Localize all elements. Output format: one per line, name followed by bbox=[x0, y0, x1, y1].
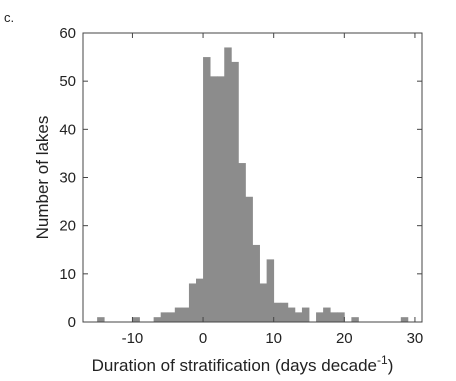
y-tick-label: 50 bbox=[59, 73, 76, 90]
y-tick-label: 0 bbox=[68, 314, 76, 331]
histogram-bar bbox=[245, 196, 253, 322]
histogram-bar bbox=[252, 244, 260, 322]
histogram-bar bbox=[301, 307, 310, 322]
histogram-bar bbox=[196, 278, 204, 322]
y-tick-label: 20 bbox=[59, 218, 76, 235]
histogram-bar bbox=[217, 76, 225, 322]
histogram-bar bbox=[330, 312, 338, 322]
x-tick-label: 30 bbox=[407, 330, 424, 347]
histogram-bar bbox=[259, 283, 268, 322]
y-tick-label: 60 bbox=[59, 25, 76, 42]
histogram-bar bbox=[153, 317, 162, 322]
histogram-bar bbox=[238, 163, 246, 322]
histogram-bar bbox=[203, 57, 211, 322]
histogram-bar bbox=[273, 302, 282, 322]
histogram-bar bbox=[132, 317, 140, 322]
histogram-bar bbox=[323, 307, 331, 322]
x-axis-label-text: Duration of stratification (days decade bbox=[92, 356, 377, 375]
histogram-bar bbox=[266, 259, 275, 322]
x-tick-label: 0 bbox=[199, 330, 207, 347]
histogram-bar bbox=[167, 312, 176, 322]
x-axis-label-superscript: -1 bbox=[377, 353, 388, 367]
panel-label: c. bbox=[4, 10, 14, 25]
y-tick-label: 30 bbox=[59, 170, 76, 187]
histogram-bar bbox=[210, 76, 218, 322]
y-tick-label: 40 bbox=[59, 121, 76, 138]
histogram-bar bbox=[224, 47, 232, 322]
axes-frame bbox=[82, 32, 423, 323]
y-axis-label: Number of lakes bbox=[33, 116, 52, 240]
histogram-bar bbox=[337, 312, 345, 322]
histogram-bar bbox=[287, 307, 296, 322]
histogram-bar bbox=[181, 307, 190, 322]
histogram-bar bbox=[231, 61, 239, 323]
histogram-bar bbox=[280, 302, 289, 322]
histogram-bar bbox=[294, 312, 303, 322]
histogram-bar bbox=[97, 317, 105, 322]
x-tick-label: 20 bbox=[336, 330, 353, 347]
histogram-bar bbox=[174, 307, 183, 322]
histogram-bar bbox=[400, 317, 409, 322]
x-axis-label: Duration of stratification (days decade-… bbox=[92, 353, 394, 375]
histogram-bar bbox=[188, 283, 197, 322]
x-axis-label-suffix: ) bbox=[388, 356, 394, 375]
histogram-bars bbox=[97, 47, 409, 323]
histogram-bar bbox=[160, 312, 169, 322]
histogram-bar bbox=[351, 317, 359, 322]
histogram-bar bbox=[316, 312, 324, 322]
x-tick-label: 10 bbox=[265, 330, 282, 347]
axis-ticks: -10 0 10 20 30 0 10 20 30 40 50 60 bbox=[59, 25, 423, 347]
x-tick-label: -10 bbox=[122, 330, 144, 347]
y-tick-label: 10 bbox=[59, 266, 76, 283]
